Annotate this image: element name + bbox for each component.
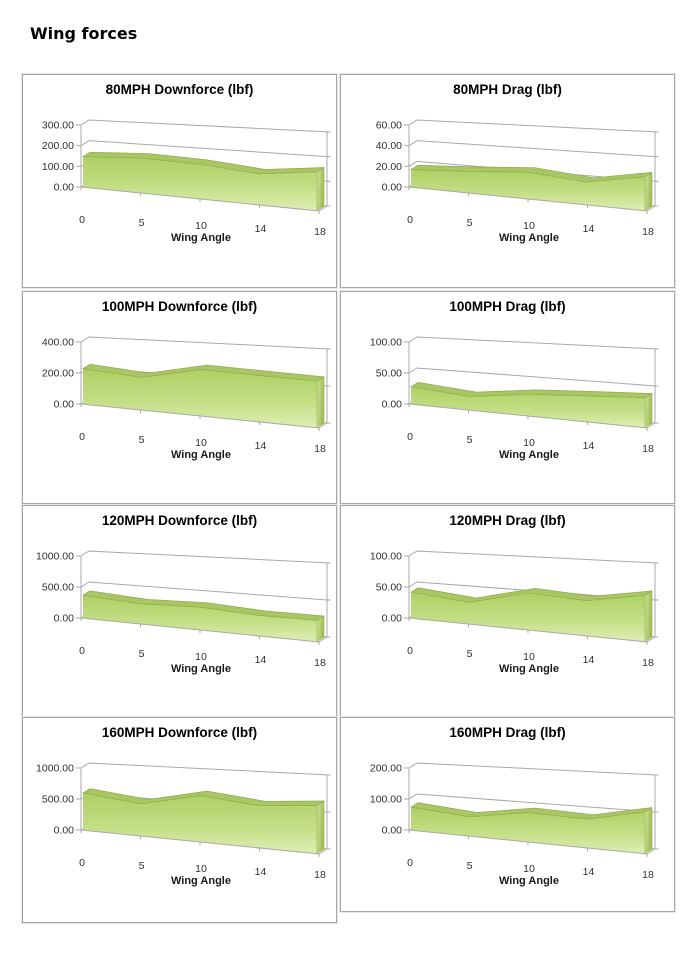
svg-text:0.00: 0.00 [54, 399, 75, 411]
svg-text:10: 10 [195, 220, 207, 232]
svg-text:0: 0 [407, 645, 413, 657]
chart-panel-120mph-downforce: 120MPH Downforce (lbf) 1000.00 500.00 0.00… [22, 505, 337, 717]
svg-text:18: 18 [642, 226, 654, 238]
chart-panel-80mph-downforce: 80MPH Downforce (lbf) 300.00 200.00 100.00… [22, 74, 337, 288]
svg-text:0.00: 0.00 [382, 825, 403, 837]
svg-text:0: 0 [79, 214, 85, 226]
svg-text:20.00: 20.00 [376, 161, 402, 173]
svg-text:Wing Angle: Wing Angle [499, 449, 559, 461]
svg-text:200.00: 200.00 [42, 368, 74, 380]
svg-text:Wing Angle: Wing Angle [499, 232, 559, 244]
svg-text:5: 5 [467, 860, 473, 872]
svg-text:50.00: 50.00 [376, 368, 402, 380]
svg-text:10: 10 [523, 437, 535, 449]
svg-text:0.00: 0.00 [54, 613, 75, 625]
chart-panel-100mph-drag: 100MPH Drag (lbf) 100.00 50.00 0.00 0 5 10 14 1… [340, 291, 675, 504]
svg-text:100.00: 100.00 [42, 161, 74, 173]
svg-text:18: 18 [314, 657, 326, 669]
page-title: Wing forces [30, 24, 138, 43]
svg-text:40.00: 40.00 [376, 140, 402, 152]
svg-text:0: 0 [79, 857, 85, 869]
svg-text:14: 14 [255, 223, 267, 235]
svg-text:Wing Angle: Wing Angle [171, 232, 231, 244]
svg-text:14: 14 [583, 440, 595, 452]
svg-text:0: 0 [407, 857, 413, 869]
svg-text:5: 5 [139, 434, 145, 446]
svg-text:14: 14 [255, 654, 267, 666]
svg-text:Wing Angle: Wing Angle [171, 875, 231, 887]
area-chart-svg: 60.00 40.00 20.00 0.00 0 5 10 14 18 Wing Angle [376, 119, 659, 244]
svg-text:14: 14 [255, 440, 267, 452]
chart-panel-120mph-drag: 120MPH Drag (lbf) 100.00 50.00 0.00 0 5 10 14 1… [340, 505, 675, 717]
svg-text:400.00: 400.00 [42, 337, 74, 349]
svg-text:18: 18 [642, 869, 654, 881]
svg-text:10: 10 [523, 863, 535, 875]
area-chart-svg: 1000.00 500.00 0.00 0 5 10 14 18 Wing Angle [36, 550, 331, 675]
svg-text:200.00: 200.00 [370, 763, 402, 775]
chart-panel-160mph-downforce: 160MPH Downforce (lbf) 1000.00 500.00 0.00… [22, 717, 337, 923]
svg-text:100.00: 100.00 [370, 794, 402, 806]
svg-text:5: 5 [467, 434, 473, 446]
chart-title: 160MPH Downforce (lbf) [101, 725, 258, 740]
svg-text:0: 0 [79, 431, 85, 443]
svg-text:1000.00: 1000.00 [36, 551, 74, 563]
svg-text:18: 18 [642, 657, 654, 669]
svg-text:0: 0 [407, 431, 413, 443]
svg-text:14: 14 [255, 866, 267, 878]
svg-text:5: 5 [139, 648, 145, 660]
svg-text:5: 5 [139, 860, 145, 872]
svg-text:18: 18 [314, 226, 326, 238]
svg-text:1000.00: 1000.00 [36, 763, 74, 775]
svg-text:Wing Angle: Wing Angle [171, 663, 231, 675]
svg-text:10: 10 [195, 437, 207, 449]
svg-text:Wing Angle: Wing Angle [499, 663, 559, 675]
svg-text:100.00: 100.00 [370, 337, 402, 349]
svg-text:0.00: 0.00 [382, 182, 403, 194]
svg-text:14: 14 [583, 223, 595, 235]
svg-text:18: 18 [642, 443, 654, 455]
area-chart-svg: 1000.00 500.00 0.00 0 5 10 14 18 Wing Angle [36, 762, 331, 887]
area-chart-svg: 200.00 100.00 0.00 0 5 10 14 18 Wing Angle [370, 762, 659, 887]
svg-text:0.00: 0.00 [54, 182, 75, 194]
svg-text:14: 14 [583, 654, 595, 666]
area-chart-svg: 300.00 200.00 100.00 0.00 0 5 10 14 18 Wing Angle [42, 119, 331, 244]
svg-text:500.00: 500.00 [42, 582, 74, 594]
svg-text:300.00: 300.00 [42, 120, 74, 132]
chart-title: 160MPH Drag (lbf) [449, 725, 566, 740]
svg-text:18: 18 [314, 869, 326, 881]
svg-text:10: 10 [523, 220, 535, 232]
svg-text:18: 18 [314, 443, 326, 455]
svg-text:0.00: 0.00 [54, 825, 75, 837]
svg-text:200.00: 200.00 [42, 140, 74, 152]
svg-text:100.00: 100.00 [370, 551, 402, 563]
chart-title: 80MPH Drag (lbf) [453, 82, 562, 97]
chart-panel-160mph-drag: 160MPH Drag (lbf) 200.00 100.00 0.00 0 5 10 14… [340, 717, 675, 912]
chart-title: 80MPH Downforce (lbf) [105, 82, 254, 97]
svg-text:0: 0 [407, 214, 413, 226]
svg-text:Wing Angle: Wing Angle [499, 875, 559, 887]
svg-text:14: 14 [583, 866, 595, 878]
svg-text:10: 10 [195, 863, 207, 875]
svg-text:0.00: 0.00 [382, 613, 403, 625]
svg-text:10: 10 [523, 651, 535, 663]
svg-text:10: 10 [195, 651, 207, 663]
area-chart-svg: 100.00 50.00 0.00 0 5 10 14 18 Wing Angle [370, 550, 659, 675]
chart-title: 100MPH Drag (lbf) [449, 299, 566, 314]
svg-text:0.00: 0.00 [382, 399, 403, 411]
svg-text:500.00: 500.00 [42, 794, 74, 806]
chart-title: 120MPH Downforce (lbf) [101, 513, 258, 528]
svg-text:Wing Angle: Wing Angle [171, 449, 231, 461]
svg-text:0: 0 [79, 645, 85, 657]
area-chart-svg: 400.00 200.00 0.00 0 5 10 14 18 Wing Angle [42, 336, 331, 461]
svg-text:5: 5 [467, 648, 473, 660]
chart-title: 100MPH Downforce (lbf) [101, 299, 258, 314]
svg-text:5: 5 [139, 217, 145, 229]
area-chart-svg: 100.00 50.00 0.00 0 5 10 14 18 Wing Angle [370, 336, 659, 461]
svg-text:5: 5 [467, 217, 473, 229]
chart-panel-100mph-downforce: 100MPH Downforce (lbf) 400.00 200.00 0.00 0… [22, 291, 337, 504]
chart-title: 120MPH Drag (lbf) [449, 513, 566, 528]
chart-panel-80mph-drag: 80MPH Drag (lbf) 60.00 40.00 20.00 0.00 0 5 10… [340, 74, 675, 288]
svg-text:50.00: 50.00 [376, 582, 402, 594]
svg-text:60.00: 60.00 [376, 120, 402, 132]
